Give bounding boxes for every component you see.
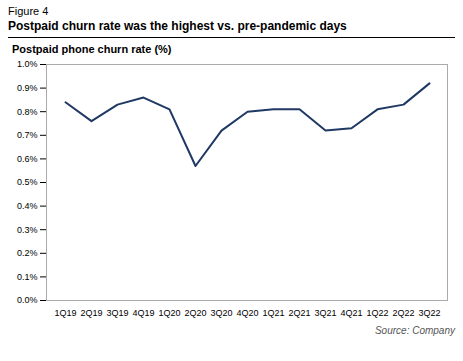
html-text:Source: Company: Source: Company <box>375 325 455 336</box>
svg-text:1Q19: 1Q19 <box>54 308 76 318</box>
html-text:Postpaid churn rate was the hi: Postpaid churn rate was the highest vs. … <box>8 19 347 33</box>
svg-text:4Q21: 4Q21 <box>340 308 362 318</box>
svg-text:0.0%: 0.0% <box>17 295 38 305</box>
svg-text:3Q22: 3Q22 <box>418 308 440 318</box>
svg-text:1.0%: 1.0% <box>17 59 38 69</box>
svg-text:0.2%: 0.2% <box>17 248 38 258</box>
svg-text:0.8%: 0.8% <box>17 107 38 117</box>
svg-text:0.5%: 0.5% <box>17 177 38 187</box>
svg-text:2Q22: 2Q22 <box>392 308 414 318</box>
svg-text:0.9%: 0.9% <box>17 83 38 93</box>
svg-text:2Q20: 2Q20 <box>184 308 206 318</box>
svg-text:0.3%: 0.3% <box>17 225 38 235</box>
html-text:Postpaid phone churn rate (%): Postpaid phone churn rate (%) <box>12 43 172 55</box>
svg-text:2Q19: 2Q19 <box>80 308 102 318</box>
svg-text:2Q21: 2Q21 <box>288 308 310 318</box>
svg-text:3Q20: 3Q20 <box>210 308 232 318</box>
html-text:Figure 4: Figure 4 <box>8 5 49 17</box>
svg-text:0.4%: 0.4% <box>17 201 38 211</box>
svg-text:0.1%: 0.1% <box>17 272 38 282</box>
svg-text:4Q20: 4Q20 <box>236 308 258 318</box>
svg-text:1Q21: 1Q21 <box>262 308 284 318</box>
svg-text:1Q22: 1Q22 <box>366 308 388 318</box>
svg-text:0.6%: 0.6% <box>17 154 38 164</box>
svg-text:0.7%: 0.7% <box>17 130 38 140</box>
svg-text:3Q21: 3Q21 <box>314 308 336 318</box>
svg-text:4Q19: 4Q19 <box>132 308 154 318</box>
svg-text:3Q19: 3Q19 <box>106 308 128 318</box>
svg-text:1Q20: 1Q20 <box>158 308 180 318</box>
